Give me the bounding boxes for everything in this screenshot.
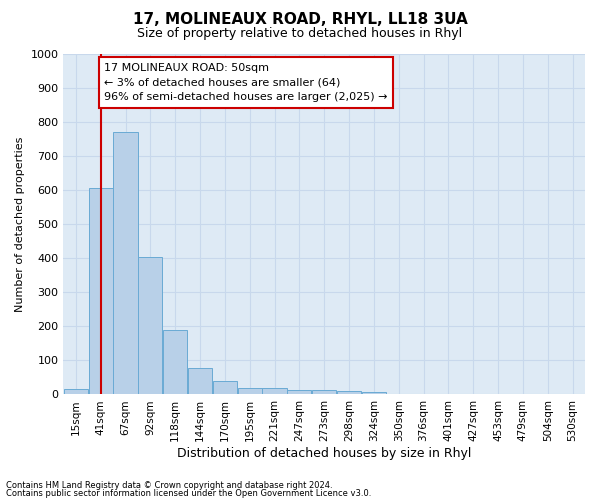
Bar xyxy=(139,256,163,394)
Bar xyxy=(362,392,386,394)
Bar xyxy=(213,381,237,394)
Y-axis label: Number of detached properties: Number of detached properties xyxy=(15,136,25,312)
Text: Size of property relative to detached houses in Rhyl: Size of property relative to detached ho… xyxy=(137,28,463,40)
Text: Contains HM Land Registry data © Crown copyright and database right 2024.: Contains HM Land Registry data © Crown c… xyxy=(6,480,332,490)
Text: 17 MOLINEAUX ROAD: 50sqm
← 3% of detached houses are smaller (64)
96% of semi-de: 17 MOLINEAUX ROAD: 50sqm ← 3% of detache… xyxy=(104,62,388,102)
Bar xyxy=(337,392,361,394)
Bar xyxy=(238,388,262,394)
Text: Contains public sector information licensed under the Open Government Licence v3: Contains public sector information licen… xyxy=(6,489,371,498)
Bar xyxy=(188,368,212,394)
Bar xyxy=(64,390,88,394)
Bar xyxy=(113,132,137,394)
Bar xyxy=(89,188,113,394)
Bar xyxy=(312,390,336,394)
Bar xyxy=(262,388,287,394)
Bar xyxy=(163,330,187,394)
X-axis label: Distribution of detached houses by size in Rhyl: Distribution of detached houses by size … xyxy=(177,447,472,460)
Text: 17, MOLINEAUX ROAD, RHYL, LL18 3UA: 17, MOLINEAUX ROAD, RHYL, LL18 3UA xyxy=(133,12,467,28)
Bar xyxy=(287,390,311,394)
